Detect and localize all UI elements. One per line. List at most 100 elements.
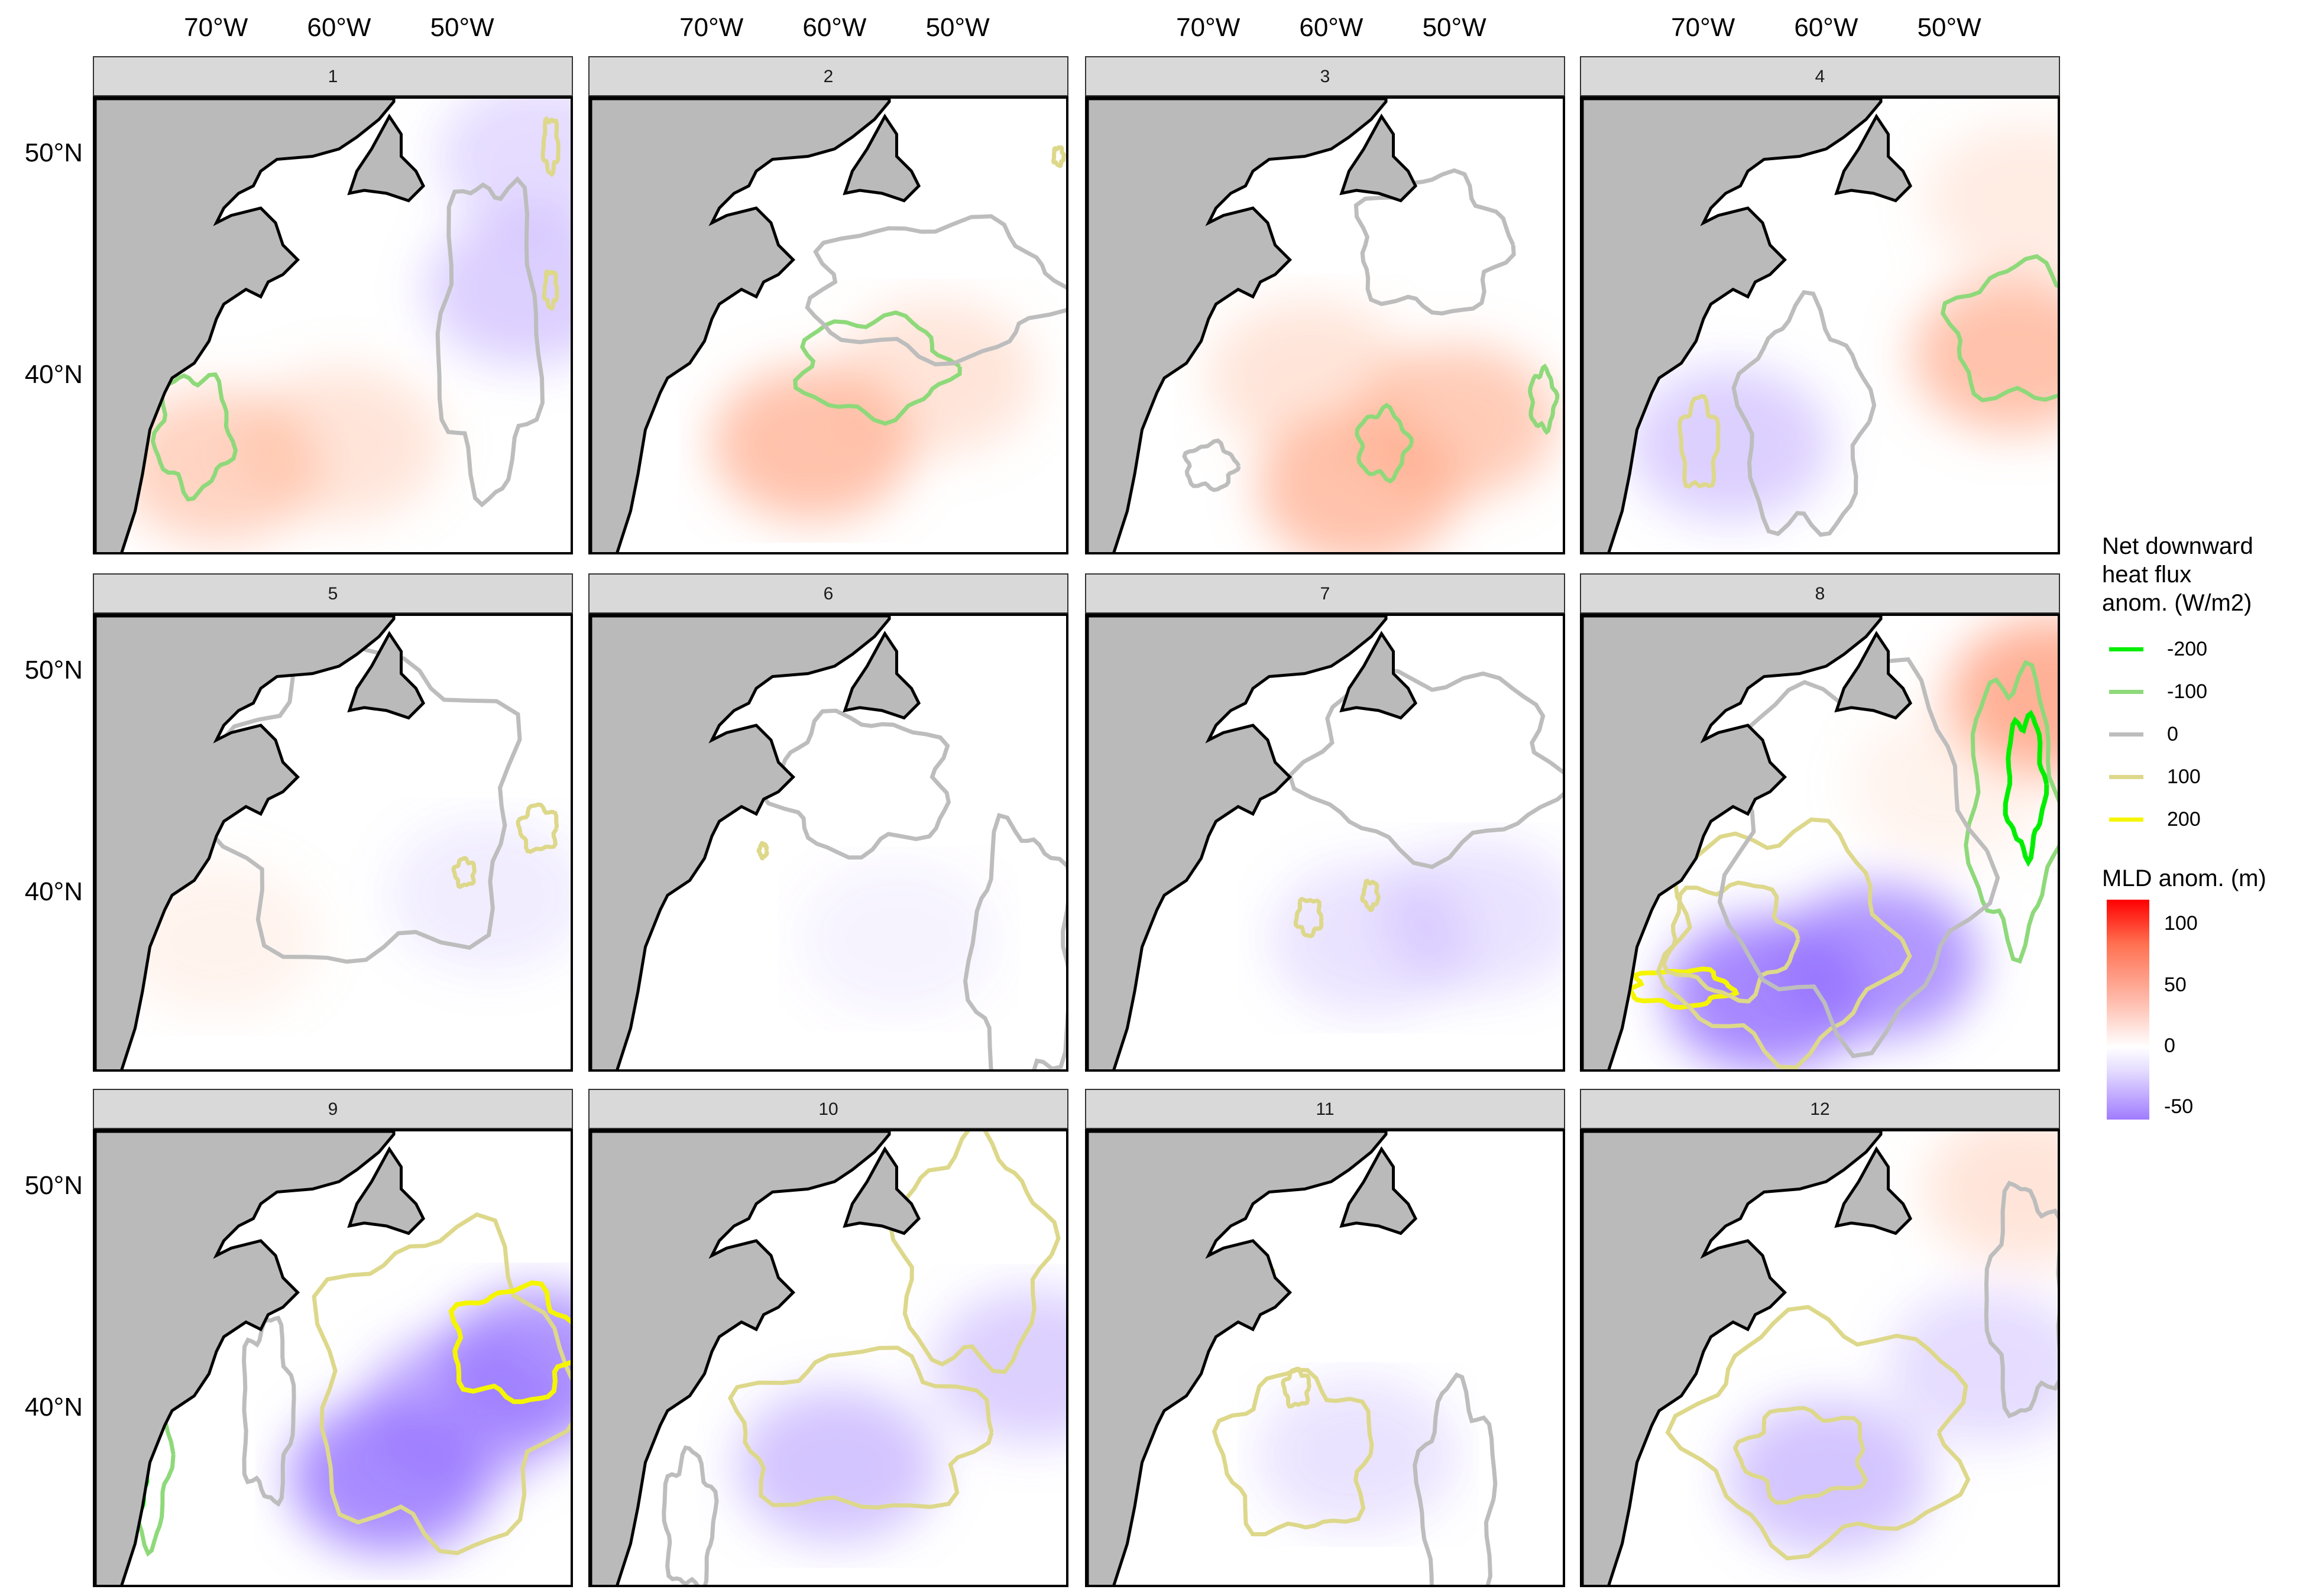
mld-anomaly-cell	[1912, 278, 2058, 433]
heat-flux-contour	[448, 1280, 571, 1404]
heat-flux-contour	[435, 176, 545, 508]
heat-flux-contour	[1677, 394, 1721, 489]
mld-anomaly-cell	[1728, 1400, 1929, 1554]
x-tick-label: 50°W	[430, 13, 494, 42]
map-plot	[93, 96, 573, 554]
y-tick-label: 50°N	[24, 656, 83, 685]
heat-flux-contour	[1212, 1368, 1374, 1536]
land-mass	[95, 616, 396, 1069]
land-mass	[95, 1131, 396, 1585]
heat-flux-contour	[1964, 660, 2058, 964]
mld-anomaly-cell	[736, 1389, 938, 1543]
facet-panel: 6	[588, 573, 1068, 1072]
mld-anomaly-cell	[1925, 1131, 2058, 1266]
heat-flux-contour	[1353, 168, 1516, 316]
mld-anomaly-cell	[1888, 1289, 2058, 1443]
heat-flux-contour	[312, 1212, 571, 1555]
map-plot	[1580, 96, 2060, 554]
heat-flux-contour	[1051, 145, 1066, 168]
x-tick-label: 60°W	[307, 13, 371, 42]
colorbar-tick-label: 0	[2164, 1034, 2175, 1057]
land-newfoundland	[1834, 113, 1913, 203]
land-mass	[1087, 99, 1388, 552]
land-newfoundland	[1339, 113, 1418, 203]
facet-strip-label: 4	[1580, 56, 2060, 96]
legend-label: 200	[2167, 807, 2201, 831]
facet-strip-label: 9	[93, 1089, 573, 1129]
heat-flux-contour	[1665, 1305, 1971, 1561]
legend-line-swatch	[2109, 817, 2143, 822]
land-mass	[1582, 99, 1883, 552]
legend-label: 0	[2167, 722, 2178, 745]
mld-anomaly-cell	[1777, 884, 1978, 1039]
heat-flux-contour	[1627, 966, 1740, 1010]
heat-flux-contour	[540, 115, 561, 177]
heat-flux-contour	[516, 802, 559, 854]
heat-flux-contour	[1717, 657, 2000, 1059]
heat-flux-contour	[1359, 878, 1381, 913]
map-plot	[1580, 614, 2060, 1072]
heat-flux-contour	[888, 1131, 1061, 1374]
heat-flux-contour	[793, 310, 962, 426]
facet-panel: 10	[588, 1089, 1068, 1587]
colorbar-tick-label: 50	[2164, 973, 2187, 996]
facet-strip-label: 5	[93, 573, 573, 614]
facet-strip-label: 1	[93, 56, 573, 96]
heat-flux-contour	[1182, 438, 1241, 492]
contour-legend-title-line: anom. (W/m2)	[2102, 590, 2252, 616]
heat-flux-contour	[805, 214, 1066, 366]
legend-line-swatch	[2109, 689, 2143, 694]
map-plot	[93, 1129, 573, 1587]
facet-panel: 11	[1085, 1089, 1565, 1587]
facet-strip-label: 8	[1580, 573, 2060, 614]
mld-anomaly-cell	[438, 99, 571, 233]
heat-flux-contour	[756, 841, 769, 861]
land-newfoundland	[843, 1146, 921, 1235]
mld-anomaly-cell	[798, 862, 999, 1016]
contour-legend-item: 200	[2102, 798, 2266, 841]
heat-flux-contour	[1656, 817, 1912, 1069]
mld-anomaly-cell	[1208, 300, 1410, 455]
heat-flux-contour	[241, 1315, 296, 1507]
x-tick-label: 60°W	[802, 13, 867, 42]
land-mass	[1087, 616, 1388, 1069]
mld-anomaly-cell	[1925, 124, 2058, 278]
land-mass	[1087, 1131, 1388, 1585]
heat-flux-contour	[727, 1345, 994, 1510]
heat-flux-contour	[451, 856, 477, 890]
y-tick-label: 50°N	[24, 138, 83, 168]
mld-anomaly-cell	[1381, 840, 1563, 994]
heat-flux-contour	[759, 708, 951, 860]
map-plot	[1580, 1129, 2060, 1587]
facet-panel: 4	[1580, 56, 2060, 554]
facet-strip-label: 2	[588, 56, 1068, 96]
heat-flux-contour	[1293, 897, 1324, 939]
land-newfoundland	[1834, 631, 1913, 720]
land-mass	[591, 99, 891, 552]
contour-legend-title-line: heat flux	[2102, 562, 2192, 588]
heat-flux-contour	[542, 268, 559, 312]
land-mass	[591, 1131, 891, 1585]
heat-flux-contour	[1527, 364, 1560, 435]
x-tick-label: 70°W	[679, 13, 744, 42]
contour-legend-title-line: Net downward	[2102, 533, 2253, 559]
land-mass	[1582, 616, 1883, 1069]
facet-strip-label: 10	[588, 1089, 1068, 1129]
mld-anomaly-cell	[1258, 1377, 1459, 1532]
land-newfoundland	[843, 631, 921, 720]
facet-panel: 9	[93, 1089, 573, 1587]
heat-flux-contour	[1984, 1180, 2058, 1419]
facet-panel: 2	[588, 56, 1068, 554]
y-tick-label: 40°N	[24, 877, 83, 906]
legend-label: -100	[2167, 680, 2208, 703]
heat-flux-contour	[662, 1445, 719, 1585]
land-newfoundland	[843, 113, 921, 203]
heat-flux-contour	[1661, 880, 1800, 1004]
heat-flux-contour	[1940, 254, 2058, 403]
facet-strip-label: 3	[1085, 56, 1565, 96]
legend: Net downward heat flux anom. (W/m2) -200…	[2102, 532, 2266, 1124]
heat-flux-contour	[1413, 1372, 1498, 1585]
x-tick-label: 50°W	[925, 13, 990, 42]
map-plot	[588, 614, 1068, 1072]
mld-anomaly-cell	[364, 1333, 565, 1487]
